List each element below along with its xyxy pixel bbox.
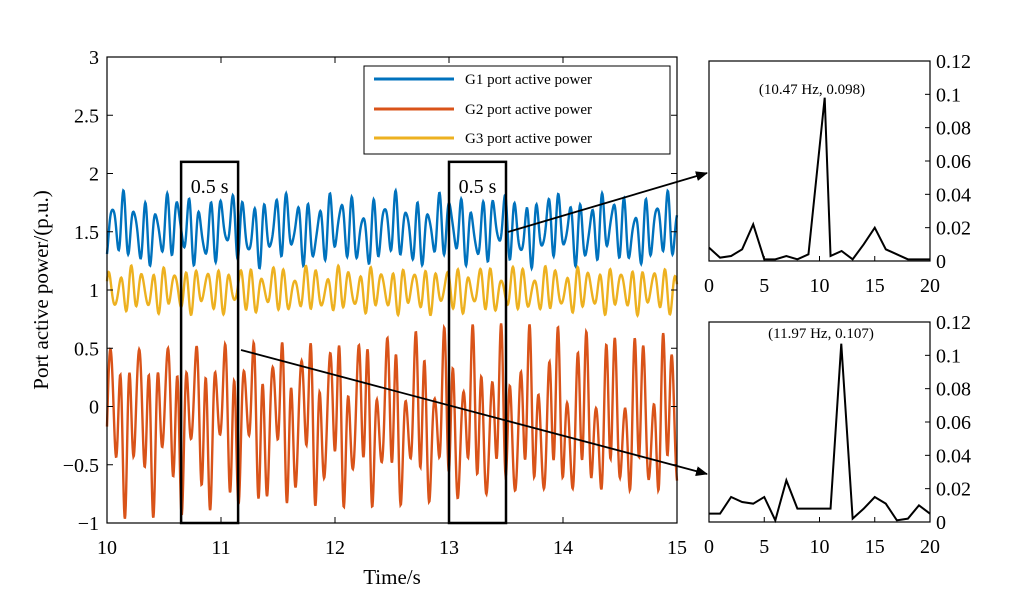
spectrum-g1-peak-annotation: (10.47 Hz, 0.098) [759,82,865,98]
spectrum-g2: 0 5 10 15 20 0 0.02 0.04 0.06 0.08 0.1 0.12 (11.97… [704,312,971,558]
x-tick-label: 12 [325,537,345,559]
y-tick-label: 3 [89,47,99,69]
spectrum-g2-x-tick-label: 15 [865,536,885,558]
x-tick-label: 15 [667,537,687,559]
y-tick-label: −1 [78,513,99,535]
spectrum-g1-x-tick-label: 5 [759,275,769,297]
spectrum-g1-line [708,97,930,261]
spectrum-g2-y-tick-label: 0.02 [936,479,971,501]
legend-label-g1: G1 port active power [465,72,592,88]
spectrum-g2-y-tick-label: 0.04 [936,445,971,467]
main-time-plot: 0.5 s 0.5 s 10 11 12 13 14 15 −1 −0.5 0 0.5 1 1.5 2 2… [29,47,687,589]
spectrum-g1-y-tick-label: 0.04 [936,184,971,206]
series-line-g1 [105,187,679,272]
spectrum-g1-y-tick-label: 0.02 [936,218,971,240]
spectrum-g2-y-tick-label: 0.06 [936,412,971,434]
time-window-label: 0.5 s [459,176,497,198]
spectrum-g2-axes-box [708,321,931,523]
y-tick-label: 2 [89,164,99,186]
spectrum-g1-x-tick-label: 10 [810,275,830,297]
spectrum-g1: 0 5 10 15 20 0 0.02 0.04 0.06 0.08 0.1 0.12 (10.47… [704,51,971,297]
spectrum-g1-y-tick-label: 0.1 [936,84,961,106]
spectrum-g2-y-tick-label: 0.08 [936,379,971,401]
x-tick-label: 10 [97,537,117,559]
spectrum-g2-y-tick-label: 0 [936,512,946,534]
y-tick-label: 1.5 [74,222,99,244]
arrow-to-spectrum-g2 [240,349,708,477]
spectrum-g2-y-tick-label: 0.1 [936,345,961,367]
x-tick-label: 14 [553,537,573,559]
spectrum-g2-peak-annotation: (11.97 Hz, 0.107) [768,326,874,342]
spectrum-g1-x-tick-label: 15 [865,275,885,297]
series-line-g2 [105,323,679,519]
spectrum-g1-x-tick-label: 0 [704,275,714,297]
spectrum-g1-y-tick-label: 0.08 [936,118,971,140]
spectrum-g2-y-tick-label: 0.12 [936,312,971,334]
series-line-g3 [105,263,679,318]
legend-label-g2: G2 port active power [465,102,592,118]
arrow-to-spectrum-g1 [507,171,708,233]
spectrum-g2-x-tick-label: 5 [759,536,769,558]
y-tick-label: 1 [89,280,99,302]
y-axis-label: Port active power/(p.u.) [29,190,53,389]
spectrum-g1-y-tick-label: 0 [936,251,946,273]
y-tick-label: 0.5 [74,338,99,360]
spectrum-g2-x-tick-label: 0 [704,536,714,558]
spectrum-g1-y-tick-label: 0.06 [936,151,971,173]
y-tick-label: 2.5 [74,105,99,127]
x-tick-label: 13 [439,537,459,559]
spectrum-g2-line [709,343,931,524]
spectrum-g1-x-tick-label: 20 [920,275,940,297]
spectrum-g2-x-tick-label: 10 [810,536,830,558]
legend-label-g3: G3 port active power [465,131,592,147]
spectrum-g1-y-tick-label: 0.12 [936,51,971,73]
time-window-label: 0.5 s [191,176,229,198]
legend: G1 port active power G2 port active powe… [363,65,671,155]
x-axis-label: Time/s [363,565,421,589]
x-tick-label: 11 [211,537,230,559]
y-tick-label: 0 [89,397,99,419]
y-tick-label: −0.5 [63,455,99,477]
spectrum-g2-x-tick-label: 20 [920,536,940,558]
